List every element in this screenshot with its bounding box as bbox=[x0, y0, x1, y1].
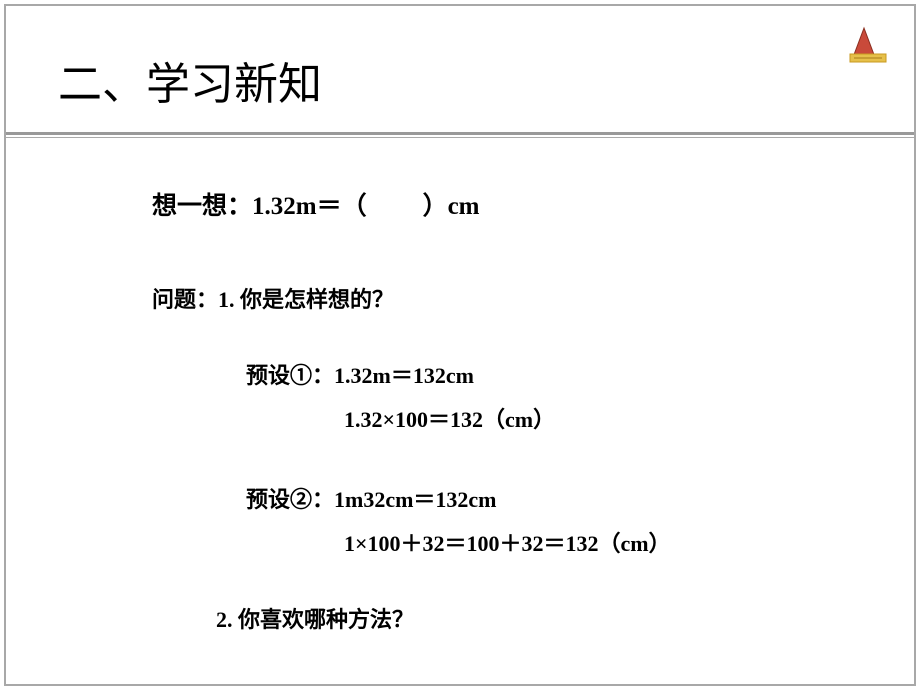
slide-container: 二、学习新知 想一想：1.32m＝（ ）cm 问题：1. 你是怎样想的？ 预设①… bbox=[4, 4, 916, 686]
question-2: 2. 你喜欢哪种方法？ bbox=[216, 602, 854, 634]
content-area: 想一想：1.32m＝（ ）cm 问题：1. 你是怎样想的？ 预设①：1.32m＝… bbox=[152, 186, 854, 634]
corner-decoration-icon bbox=[846, 20, 892, 66]
prompt-suffix: ）cm bbox=[423, 193, 480, 220]
preset-2-line-1: 预设②：1m32cm＝132cm bbox=[246, 478, 854, 522]
divider-thin bbox=[6, 137, 914, 138]
section-title: 二、学习新知 bbox=[58, 48, 322, 112]
prompt-prefix: 想一想：1.32m＝（ bbox=[152, 193, 367, 220]
preset-1-line-2: 1.32×100＝132（cm） bbox=[344, 398, 854, 442]
think-prompt: 想一想：1.32m＝（ ）cm bbox=[152, 186, 854, 222]
preset-2-line-2: 1×100＋32＝100＋32＝132（cm） bbox=[344, 522, 854, 566]
preset-1-block: 预设①：1.32m＝132cm 1.32×100＝132（cm） bbox=[246, 354, 854, 442]
preset-2-block: 预设②：1m32cm＝132cm 1×100＋32＝100＋32＝132（cm） bbox=[246, 478, 854, 566]
question-1: 问题：1. 你是怎样想的？ bbox=[152, 282, 854, 314]
prompt-blank bbox=[367, 186, 423, 222]
preset-1-line-1: 预设①：1.32m＝132cm bbox=[246, 354, 854, 398]
divider-thick bbox=[6, 132, 914, 135]
